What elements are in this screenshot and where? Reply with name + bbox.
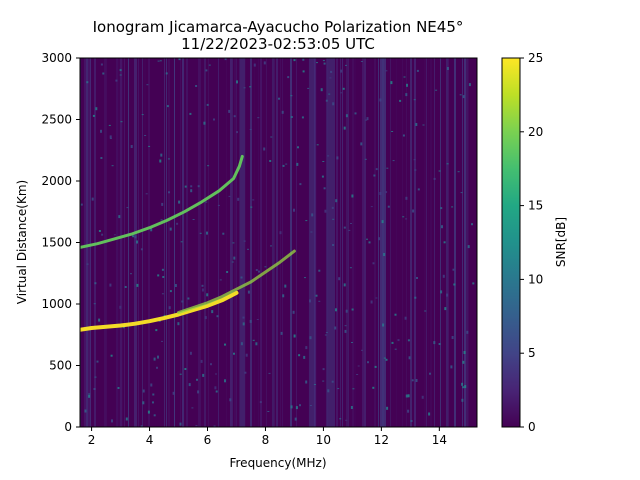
x-tick-label: 6 (204, 433, 212, 447)
chart-subtitle: 11/22/2023-02:53:05 UTC (181, 35, 375, 53)
x-tick-label: 12 (374, 433, 389, 447)
y-tick-label: 0 (64, 420, 72, 434)
y-tick-label: 500 (49, 359, 72, 373)
colorbar-tick-label: 5 (528, 346, 536, 360)
x-tick-label: 8 (262, 433, 270, 447)
colorbar-ticks: 0 5 10 15 20 25 (520, 51, 543, 434)
y-tick-label: 2000 (41, 174, 72, 188)
x-axis: 2 4 6 8 10 12 14 (88, 427, 447, 447)
y-tick-label: 1500 (41, 236, 72, 250)
y-axis-label: Virtual Distance(Km) (15, 180, 29, 304)
colorbar-tick-label: 15 (528, 199, 543, 213)
noise-texture (80, 58, 475, 427)
chart-title: Ionogram Jicamarca-Ayacucho Polarization… (93, 18, 464, 36)
y-tick-label: 3000 (41, 51, 72, 65)
colorbar-tick-label: 0 (528, 420, 536, 434)
heatmap-background (80, 58, 477, 427)
colorbar-tick-label: 25 (528, 51, 543, 65)
colorbar-tick-label: 10 (528, 272, 543, 286)
x-tick-label: 2 (88, 433, 96, 447)
y-tick-label: 2500 (41, 113, 72, 127)
y-axis: 0 500 1000 1500 2000 2500 3000 (41, 51, 80, 434)
heatmap-plot-area (79, 57, 478, 428)
x-axis-label: Frequency(MHz) (229, 456, 326, 470)
echo-trace (177, 249, 296, 315)
colorbar: 0 5 10 15 20 25 SNR[dB] (501, 51, 568, 434)
y-tick-label: 1000 (41, 297, 72, 311)
echo-traces (80, 154, 296, 332)
colorbar-tick-label: 20 (528, 125, 543, 139)
echo-trace (80, 290, 239, 332)
colorbar-label: SNR[dB] (554, 217, 568, 267)
echo-trace (80, 154, 244, 249)
colorbar-gradient (501, 57, 521, 428)
x-tick-label: 4 (146, 433, 154, 447)
x-tick-label: 14 (432, 433, 447, 447)
x-tick-label: 10 (316, 433, 331, 447)
